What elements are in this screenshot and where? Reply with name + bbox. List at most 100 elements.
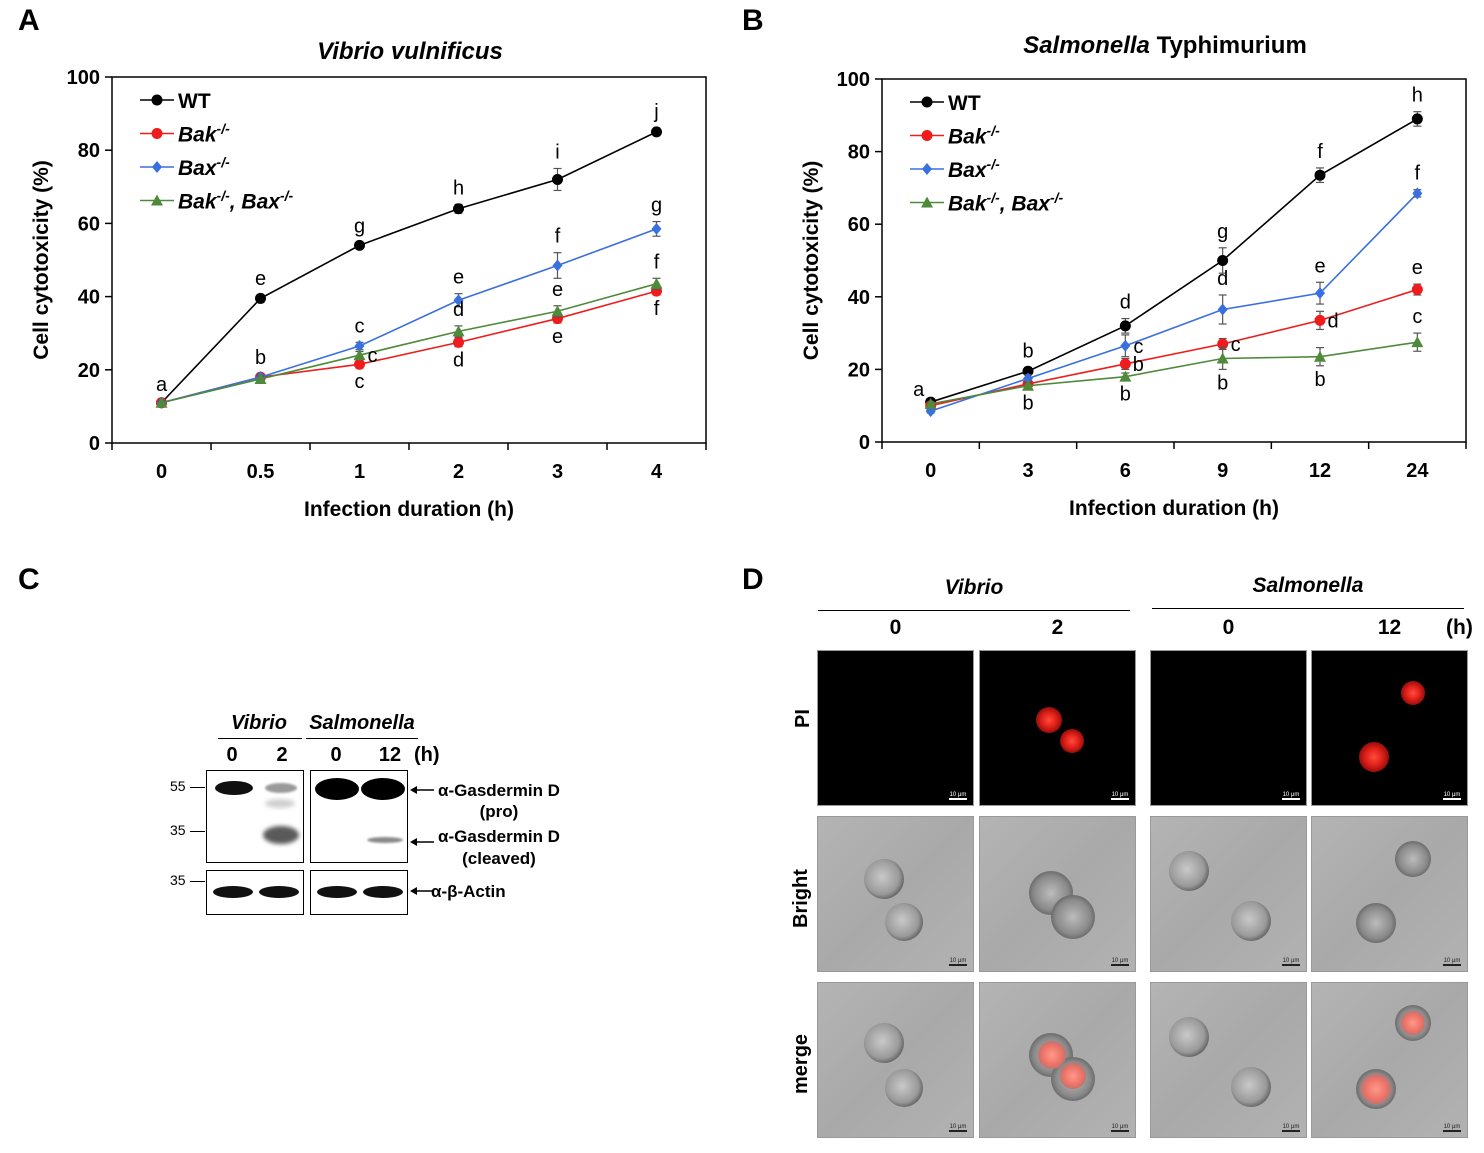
chart-a-x-tick-label: 0 — [156, 461, 167, 483]
chart-b-significance-letter: d — [1217, 268, 1228, 290]
chart-b-data-point — [1217, 303, 1228, 316]
chart-b-legend-label: WT — [948, 92, 981, 115]
chart-b-data-point — [1120, 339, 1131, 352]
chart-b-legend-marker — [922, 163, 932, 175]
chart-a-significance-letter: c — [368, 345, 378, 367]
mw-tick-35 — [190, 831, 205, 832]
chart-b-significance-letter: b — [1133, 354, 1144, 376]
chart-a-legend-marker — [152, 161, 162, 173]
pi-nucleus — [1401, 681, 1425, 705]
cell — [1169, 851, 1209, 891]
band-actin-vibrio-2 — [259, 886, 299, 898]
chart-b-significance-letter: e — [1314, 255, 1325, 277]
panel-label-d: D — [742, 563, 764, 596]
chart-b-data-point — [1411, 113, 1423, 125]
panel-label-b: B — [742, 4, 764, 37]
chart-b: 0 20 40 60 80 100 0 3 6 9 12 24 Infection duration (… — [800, 69, 1467, 520]
chart-b-x-tick-label: 12 — [1309, 460, 1331, 482]
blot-lane-4: 12 — [378, 744, 402, 766]
chart-b-significance-letter: b — [1314, 369, 1325, 391]
chart-a-x-tick-label: 0.5 — [247, 461, 275, 483]
chart-b-data-point — [1217, 338, 1229, 350]
chart-a-legend-label: Bax-/- — [178, 154, 230, 180]
band-actin-salmonella-0 — [317, 886, 357, 898]
scale-bar-label: 10 μm — [1443, 958, 1461, 964]
band-cleaved-salmonella-12 — [367, 837, 403, 843]
band-mid-vibrio-2 — [265, 799, 295, 808]
blot-group-salmonella: Salmonella — [309, 712, 415, 734]
chart-b-series-0: a b d g f h — [913, 85, 1423, 408]
scale-bar-label: 10 μm — [949, 792, 967, 798]
chart-a-y-tick-label: 100 — [67, 67, 100, 89]
chart-a-x-axis-label: Infection duration (h) — [304, 498, 514, 521]
chart-a-significance-letter: e — [255, 268, 266, 290]
micro-merge-salmonella-0: 10 μm — [1150, 982, 1307, 1138]
panel-label-c: C — [18, 563, 40, 596]
chart-b-title-italic: Salmonella — [1023, 32, 1150, 59]
band-pro-salmonella-0 — [315, 778, 359, 800]
micro-pi-vibrio-0: 10 μm — [817, 650, 974, 806]
chart-a-legend-marker — [151, 128, 163, 139]
chart-b-significance-letter: b — [1217, 372, 1228, 394]
micro-bright-vibrio-0: 10 μm — [817, 816, 974, 972]
band-actin-vibrio-0 — [213, 886, 253, 898]
chart-b-data-point — [1314, 314, 1326, 326]
chart-a-legend-label: Bak-/- — [178, 121, 230, 147]
band-pro-vibrio-0 — [215, 781, 253, 795]
pi-nucleus — [1359, 742, 1389, 772]
chart-b-data-point — [1022, 379, 1034, 391]
micro-merge-vibrio-2: 10 μm — [979, 982, 1136, 1138]
chart-b-y-tick-label: 60 — [848, 214, 870, 236]
chart-b-legend-marker — [921, 96, 933, 108]
blot-lane-3: 0 — [330, 744, 342, 766]
chart-b-significance-letter: f — [1415, 163, 1421, 185]
label-gsdmd-pro: α-Gasdermin D (pro) — [428, 780, 570, 822]
chart-a-significance-letter: g — [651, 195, 662, 217]
label-gsdmd-cleaved-line1: α-Gasdermin D — [438, 827, 560, 846]
scale-bar-label: 10 μm — [1282, 958, 1300, 964]
chart-a-y-tick-label: 80 — [78, 140, 100, 162]
chart-b-x-axis-label: Infection duration (h) — [1069, 497, 1279, 520]
chart-a-data-point — [552, 173, 563, 185]
blot-group-vibrio: Vibrio — [231, 712, 287, 734]
scale-bar-label: 10 μm — [1111, 1124, 1129, 1130]
chart-a-data-point — [651, 222, 662, 235]
chart-a-data-point — [354, 239, 365, 251]
chart-a-x-tick-label: 2 — [453, 461, 464, 483]
micro-time-unit: (h) — [1446, 616, 1473, 639]
scale-bar: 10 μm — [1282, 1124, 1300, 1132]
chart-b-legend: WT Bak-/- Bax-/- Bak-/-, Bax-/- — [910, 92, 1064, 216]
chart-b-data-point — [1315, 287, 1325, 300]
chart-b-title-plain: Typhimurium — [1149, 32, 1307, 59]
chart-a-legend-label: Bak-/-, Bax-/- — [178, 188, 294, 214]
chart-b-series-line — [930, 192, 1418, 412]
cell — [1051, 895, 1095, 939]
chart-b-significance-letter: f — [1317, 141, 1323, 163]
scale-bar: 10 μm — [1282, 958, 1300, 966]
pi-nucleus — [1060, 729, 1084, 753]
chart-b-significance-letter: b — [1022, 341, 1033, 363]
chart-a: 0 20 40 60 80 100 0 0.5 1 2 3 4 Infection duration (… — [30, 67, 707, 521]
chart-a-significance-letter: g — [354, 215, 365, 237]
micro-time-2: 2 — [1051, 616, 1064, 639]
chart-a-y-tick-label: 60 — [78, 213, 100, 235]
chart-a-x-tick-label: 4 — [651, 461, 663, 483]
chart-b-significance-letter: c — [1412, 306, 1422, 328]
chart-b-legend-label: Bak-/-, Bax-/- — [948, 190, 1064, 216]
micro-group-vibrio-line — [818, 610, 1130, 611]
chart-b-x-tick-label: 3 — [1022, 460, 1033, 482]
merged-nucleus — [1361, 1074, 1391, 1104]
blot-group-salmonella-line — [306, 738, 418, 739]
chart-b-data-point — [1411, 284, 1423, 296]
chart-a-significance-letter: f — [555, 226, 561, 248]
chart-b-data-point — [1023, 372, 1033, 385]
chart-b-y-tick-label: 40 — [848, 287, 870, 309]
chart-b-y-tick-label: 80 — [848, 142, 870, 164]
chart-b-data-point — [924, 397, 937, 409]
chart-b-series-line — [930, 118, 1418, 403]
cell — [864, 859, 904, 899]
panel-label-a: A — [18, 4, 40, 37]
micro-row-merge: merge — [790, 1033, 812, 1094]
chart-a-x-tick-label: 3 — [552, 461, 563, 483]
chart-a-x-tick-label: 1 — [354, 461, 365, 483]
